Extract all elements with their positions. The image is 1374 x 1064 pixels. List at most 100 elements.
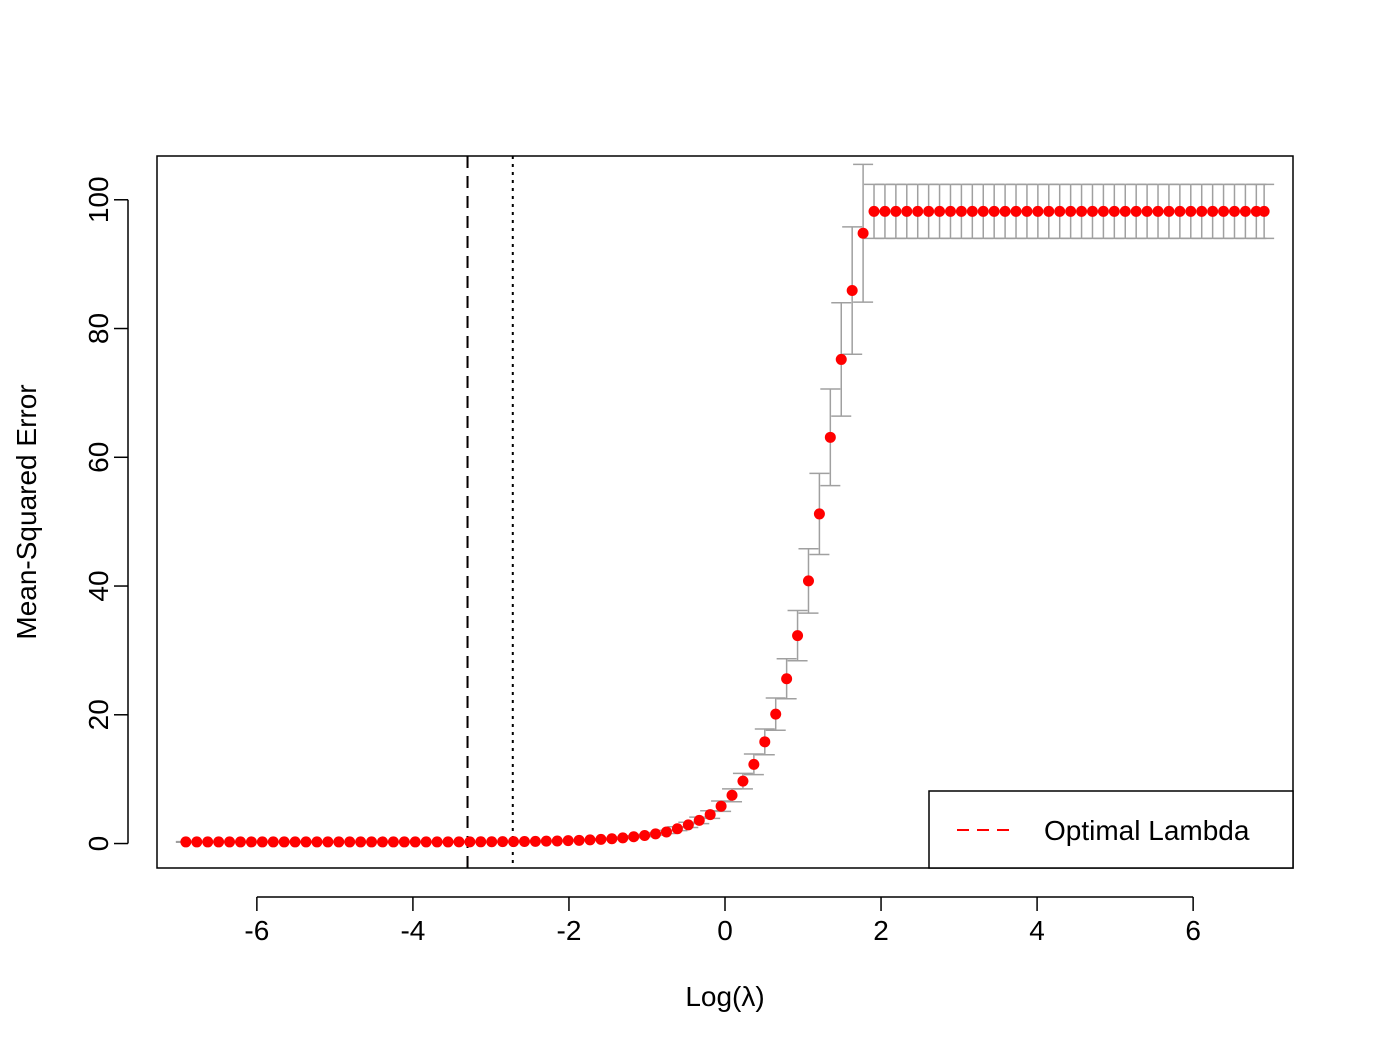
data-point bbox=[1054, 205, 1066, 217]
data-point bbox=[868, 205, 880, 217]
data-point bbox=[1163, 205, 1175, 217]
data-point bbox=[508, 836, 520, 848]
data-point bbox=[1152, 205, 1164, 217]
data-point bbox=[792, 630, 804, 642]
data-point bbox=[660, 826, 672, 838]
data-point bbox=[355, 836, 367, 848]
y-tick-label: 60 bbox=[83, 442, 114, 473]
data-point bbox=[573, 834, 585, 846]
data-point bbox=[1218, 205, 1230, 217]
x-tick-label: 4 bbox=[1029, 915, 1045, 946]
data-point bbox=[322, 836, 334, 848]
x-tick-label: -6 bbox=[244, 915, 269, 946]
data-point bbox=[1043, 205, 1055, 217]
data-point bbox=[682, 819, 694, 831]
data-point bbox=[453, 836, 465, 848]
data-point bbox=[857, 227, 869, 239]
plot-frame bbox=[156, 155, 1294, 869]
legend: Optimal Lambda bbox=[928, 790, 1294, 869]
data-point bbox=[376, 836, 388, 848]
data-point bbox=[737, 775, 749, 787]
data-point bbox=[1032, 205, 1044, 217]
data-point bbox=[267, 836, 279, 848]
legend-box bbox=[928, 790, 1294, 869]
data-point bbox=[234, 836, 246, 848]
data-point bbox=[256, 836, 268, 848]
data-point bbox=[518, 835, 530, 847]
data-point bbox=[1141, 205, 1153, 217]
data-point bbox=[191, 836, 203, 848]
data-point bbox=[333, 836, 345, 848]
data-point bbox=[1207, 205, 1219, 217]
data-point bbox=[890, 205, 902, 217]
data-point bbox=[344, 836, 356, 848]
data-point bbox=[486, 836, 498, 848]
data-point bbox=[1021, 205, 1033, 217]
data-point bbox=[1097, 205, 1109, 217]
data-point bbox=[1130, 205, 1142, 217]
data-point bbox=[497, 836, 509, 848]
data-point bbox=[551, 835, 563, 847]
x-axis-label: Log(λ) bbox=[685, 981, 764, 1012]
data-point bbox=[1010, 205, 1022, 217]
data-point bbox=[726, 789, 738, 801]
data-point bbox=[923, 205, 935, 217]
data-point bbox=[977, 205, 989, 217]
data-point bbox=[300, 836, 312, 848]
y-tick-label: 100 bbox=[83, 176, 114, 223]
data-point bbox=[879, 205, 891, 217]
data-point bbox=[606, 833, 618, 845]
data-point bbox=[901, 205, 913, 217]
data-point bbox=[704, 809, 716, 821]
data-point bbox=[715, 800, 727, 812]
data-point bbox=[1239, 205, 1251, 217]
data-point bbox=[628, 831, 640, 843]
data-point bbox=[944, 205, 956, 217]
data-point bbox=[781, 673, 793, 685]
data-points-layer bbox=[180, 205, 1270, 848]
y-axis-label: Mean-Squared Error bbox=[11, 384, 42, 639]
data-point bbox=[835, 353, 847, 365]
data-point bbox=[1108, 205, 1120, 217]
legend-label-optimal-lambda: Optimal Lambda bbox=[1044, 815, 1250, 846]
y-tick-label: 20 bbox=[83, 699, 114, 730]
data-point bbox=[759, 736, 771, 748]
data-point bbox=[420, 836, 432, 848]
data-point bbox=[912, 205, 924, 217]
data-point bbox=[1196, 205, 1208, 217]
data-point bbox=[999, 205, 1011, 217]
data-point bbox=[1258, 205, 1270, 217]
data-point bbox=[213, 836, 225, 848]
data-point bbox=[409, 836, 421, 848]
data-point bbox=[671, 823, 683, 835]
data-point bbox=[595, 833, 607, 845]
x-tick-label: -2 bbox=[557, 915, 582, 946]
x-tick-label: -4 bbox=[400, 915, 425, 946]
data-point bbox=[245, 836, 257, 848]
data-point bbox=[639, 829, 651, 841]
data-point bbox=[442, 836, 454, 848]
data-point bbox=[202, 836, 214, 848]
data-point bbox=[966, 205, 978, 217]
data-point bbox=[748, 758, 760, 770]
x-tick-label: 6 bbox=[1185, 915, 1201, 946]
y-tick-label: 80 bbox=[83, 313, 114, 344]
data-point bbox=[1228, 205, 1240, 217]
data-point bbox=[540, 835, 552, 847]
data-point bbox=[387, 836, 399, 848]
data-point bbox=[1185, 205, 1197, 217]
data-point bbox=[988, 205, 1000, 217]
data-point bbox=[824, 431, 836, 443]
reference-lines-layer bbox=[466, 156, 514, 868]
data-point bbox=[1174, 205, 1186, 217]
y-axis: 0 20 40 60 80 100 bbox=[83, 176, 129, 851]
data-point bbox=[693, 814, 705, 826]
data-point bbox=[431, 836, 443, 848]
data-point bbox=[529, 835, 541, 847]
data-point bbox=[813, 508, 825, 520]
data-point bbox=[1065, 205, 1077, 217]
data-point bbox=[770, 708, 782, 720]
data-point bbox=[1119, 205, 1131, 217]
